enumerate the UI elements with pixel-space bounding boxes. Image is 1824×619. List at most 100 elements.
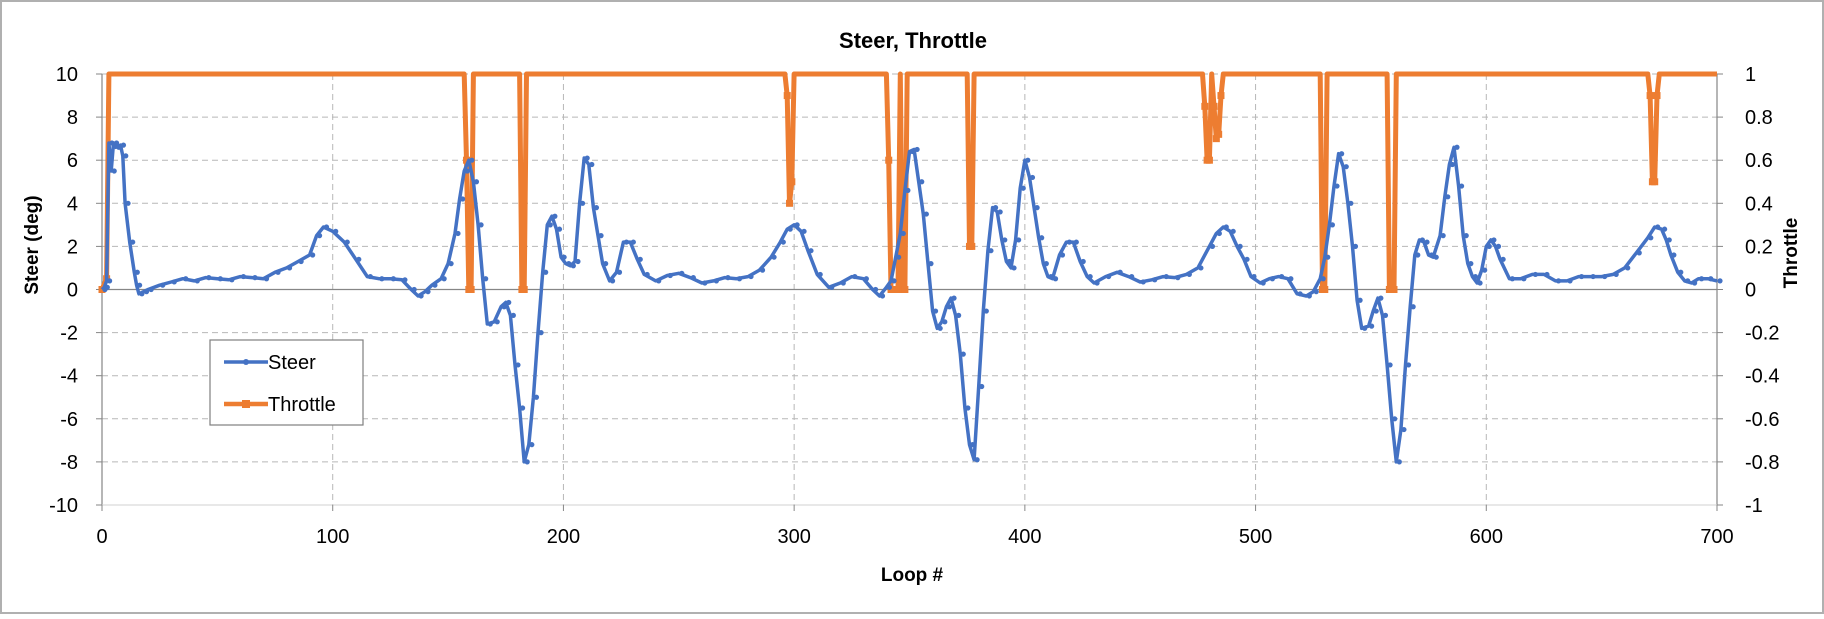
steer-marker [379,276,385,282]
throttle-marker [901,286,909,293]
steer-marker [1590,273,1596,280]
steer-marker [748,273,754,280]
steer-marker [107,278,113,284]
x-tick-label: 200 [547,526,580,548]
steer-marker [852,273,858,280]
legend-throttle-label: Throttle [268,394,336,416]
x-tick-label: 400 [1008,526,1041,548]
steer-marker [367,273,373,280]
steer-marker [323,224,330,230]
legend-box [209,339,364,426]
steer-marker [390,276,396,282]
steer-marker [1152,277,1158,283]
steer-marker [116,144,122,150]
steer-marker [333,228,339,234]
steer-marker [1216,230,1222,237]
steer-marker [1352,243,1359,249]
steer-marker [1578,273,1585,280]
throttle-marker [1385,286,1393,293]
steer-marker [130,239,136,245]
y2-tick-label: 0 [1745,280,1756,302]
steer-marker [1163,273,1169,280]
steer-marker [570,263,576,269]
y2-axis-title: Throttle [1781,218,1802,289]
steer-marker [1685,278,1691,284]
steer-marker [951,295,957,301]
steer-marker [974,457,980,463]
throttle-marker [885,156,893,164]
y-tick-label: 10 [56,64,78,86]
steer-marker [252,275,258,281]
steer-marker [510,312,516,318]
x-tick-label: 300 [777,526,810,548]
steer-marker [1500,256,1506,262]
steer-marker [171,279,177,285]
steer-marker [411,286,417,293]
steer-marker [344,239,350,245]
y-tick-label: -10 [49,495,78,517]
steer-marker [529,442,535,448]
steer-marker [1666,237,1672,243]
steer-marker [1396,459,1402,465]
steer-marker [644,271,650,278]
steer-marker [104,284,110,290]
steer-marker [1339,151,1345,157]
throttle-marker [1646,92,1654,100]
steer-marker [1052,276,1059,282]
steer-marker [402,277,408,283]
steer-marker [891,278,897,284]
steer-marker [1692,280,1698,286]
y-tick-label: 6 [67,150,78,172]
steer-marker [1636,250,1642,256]
series-layer [98,71,1723,465]
steer-marker [298,258,304,265]
throttle-marker [1651,178,1659,186]
throttle-marker [894,286,902,293]
steer-marker [1048,273,1054,280]
steer-marker [759,267,766,273]
legend: Steer Throttle [209,339,364,426]
steer-marker [1468,261,1474,267]
steer-marker [1094,280,1100,286]
steer-marker [432,282,438,288]
throttle-marker [1212,135,1220,143]
throttle-marker [887,286,895,293]
steer-line [100,141,1718,464]
steer-marker [538,330,544,336]
steer-marker [1129,273,1135,280]
steer-marker [137,282,143,288]
steer-marker [448,261,454,267]
y2-tick-label: -0.8 [1745,452,1779,474]
steer-marker [483,276,489,282]
y2-tick-label: 1 [1745,64,1756,86]
steer-marker [519,405,526,411]
steer-marker [206,275,212,281]
steer-marker [872,286,879,293]
steer-marker [579,200,586,206]
steer-marker [1117,269,1123,275]
steer-marker [932,308,939,314]
steer-marker [524,459,530,465]
steer-marker [942,319,948,325]
steer-marker [1495,243,1502,249]
throttle-marker [968,242,976,250]
steer-marker [1708,276,1714,282]
throttle-marker [783,92,791,100]
steer-marker [1387,362,1393,368]
steer-marker [487,321,493,327]
steer-marker [310,252,316,258]
steer-marker [905,187,911,193]
steer-marker [263,276,270,282]
steer-marker [808,248,814,254]
steer-marker [1424,239,1430,245]
steer-marker [1625,265,1631,271]
steer-marker [1198,265,1204,271]
throttle-marker [1215,130,1223,138]
steer-marker [1678,269,1684,275]
steer-marker [919,179,925,185]
steer-marker [667,272,673,279]
steer-marker [1306,293,1312,299]
series-steer [100,140,1723,465]
steer-marker [1011,265,1017,271]
